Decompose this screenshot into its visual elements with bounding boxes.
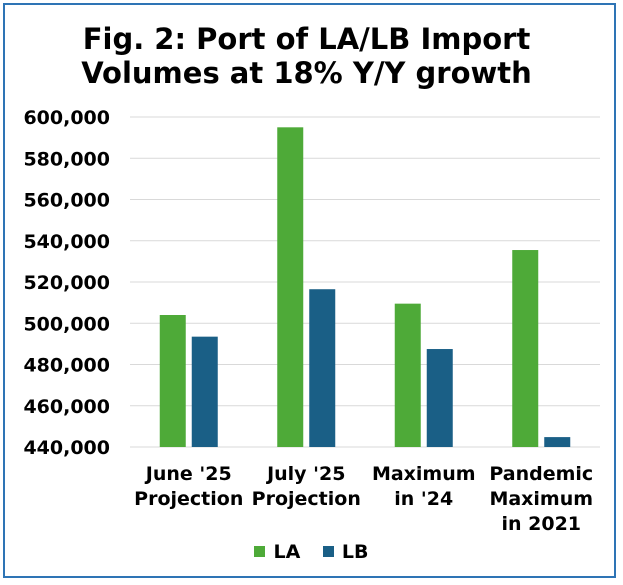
x-category-label: Pandemic — [489, 463, 593, 485]
chart-title: Fig. 2: Port of LA/LB Import Volumes at … — [0, 22, 613, 90]
bar-lb-1 — [309, 289, 336, 447]
bar-la-0 — [159, 315, 186, 447]
legend-swatch-la — [254, 546, 266, 557]
x-axis-labels: June '25 Projection July '25 Projection Maxi… — [134, 463, 593, 535]
legend-item-la: LA — [254, 541, 300, 563]
y-axis-ticks: 440,000 460,000 480,000 500,000 520,000 540,0… — [23, 107, 110, 459]
y-tick-label: 520,000 — [23, 272, 110, 294]
y-tick-label: 500,000 — [23, 313, 110, 335]
x-category-label: in '24 — [394, 488, 453, 510]
x-category-label: Maximum — [372, 463, 476, 485]
legend-item-lb: LB — [322, 540, 369, 563]
bar-la-3 — [512, 250, 539, 447]
x-category-label: Projection — [134, 488, 243, 510]
bar-la-2 — [394, 303, 421, 447]
legend-label-lb: LB — [341, 540, 369, 563]
y-tick-label: 480,000 — [23, 355, 110, 377]
y-tick-label: 440,000 — [23, 437, 110, 459]
x-category-label: Projection — [252, 488, 361, 510]
legend-label-la: LA — [273, 540, 301, 563]
y-tick-label: 580,000 — [23, 148, 110, 170]
legend: LA LB — [0, 540, 623, 563]
bar-la-1 — [277, 127, 304, 447]
x-category-label: in 2021 — [501, 513, 581, 535]
x-category-label: Maximum — [489, 488, 593, 510]
chart-title-line-2: Volumes at 18% Y/Y growth — [81, 56, 532, 90]
x-category-label: June '25 — [144, 463, 232, 485]
bar-lb-0 — [191, 336, 218, 447]
chart-title-line-1: Fig. 2: Port of LA/LB Import — [82, 22, 531, 56]
y-tick-label: 540,000 — [23, 231, 110, 253]
bar-lb-2 — [426, 349, 453, 447]
legend-swatch-lb — [322, 546, 334, 557]
bars — [159, 127, 571, 447]
y-tick-label: 560,000 — [23, 190, 110, 212]
y-tick-label: 600,000 — [23, 107, 110, 129]
x-category-label: July '25 — [265, 463, 345, 485]
y-tick-label: 460,000 — [23, 396, 110, 418]
bar-lb-3 — [544, 437, 571, 447]
